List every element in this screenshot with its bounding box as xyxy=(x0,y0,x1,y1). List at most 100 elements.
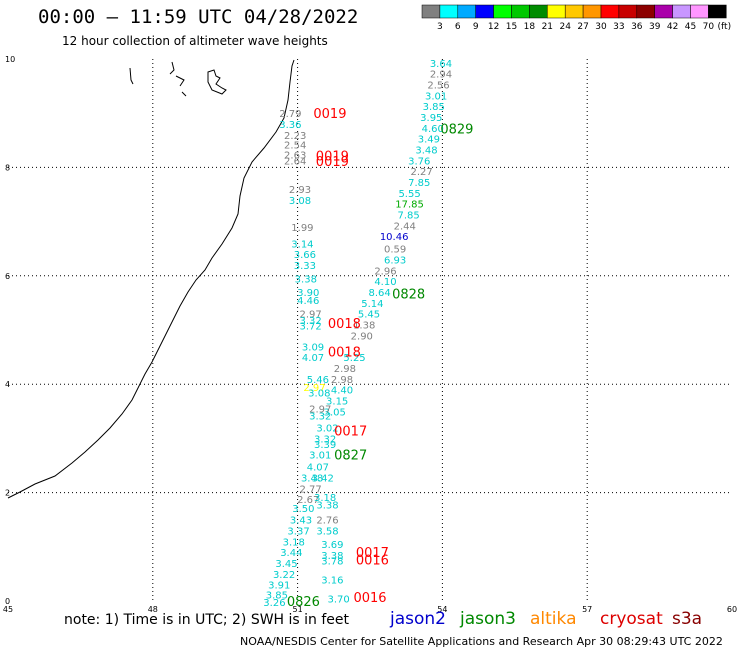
wave-height-value: 3.33 xyxy=(294,261,316,272)
legend-item-jason2: jason2 xyxy=(390,609,446,629)
wave-height-value: 3.18 xyxy=(283,537,305,548)
color-scale-label: 15 xyxy=(506,22,517,32)
color-swatch xyxy=(529,4,548,19)
wave-height-value: 5.25 xyxy=(343,353,365,364)
island-path xyxy=(169,61,187,97)
pass-time-label: 0019 xyxy=(316,155,349,170)
wave-height-value: 5.45 xyxy=(358,310,380,321)
wave-height-value: 2.97 xyxy=(299,310,321,321)
wave-height-value: 3.43 xyxy=(290,516,312,527)
wave-height-value: 2.56 xyxy=(427,80,449,91)
wave-height-value: 2.67 xyxy=(297,495,319,506)
pass-time-label: 0826 xyxy=(287,595,320,610)
wave-height-value: 3.09 xyxy=(302,342,324,353)
wave-height-value: 7.85 xyxy=(408,178,430,189)
longitude-tick-label: 45 xyxy=(3,605,13,614)
color-swatch xyxy=(493,4,512,19)
wave-height-value: 3.85 xyxy=(423,102,445,113)
latitude-tick-label: 6 xyxy=(5,272,10,281)
color-swatch xyxy=(421,4,441,19)
wave-height-values: 3.642.942.563.013.853.954.603.493.483.76… xyxy=(263,59,452,609)
pass-time-label: 0019 xyxy=(316,149,349,164)
wave-height-value: 3.18 xyxy=(314,493,336,504)
color-scale-label: 27 xyxy=(577,22,588,32)
wave-height-value: 3.85 xyxy=(266,590,288,601)
pass-time-label: 0828 xyxy=(392,288,425,303)
color-scale-label: 24 xyxy=(559,22,571,32)
color-scale-label: 33 xyxy=(613,22,624,32)
color-swatch xyxy=(636,4,655,19)
wave-height-value: 2.64 xyxy=(284,156,306,167)
wave-height-value: 3.02 xyxy=(316,424,338,435)
color-scale-label: 3 xyxy=(437,22,443,32)
wave-height-value: 3.37 xyxy=(287,527,309,538)
wave-height-value: 2.23 xyxy=(284,131,306,142)
color-swatch xyxy=(708,4,727,19)
wave-height-value: 3.64 xyxy=(430,59,452,70)
wave-height-value: 2.76 xyxy=(316,516,338,527)
wave-height-value: 7.85 xyxy=(397,211,419,222)
color-scale-label: 45 xyxy=(685,22,696,32)
wave-height-value: 3.16 xyxy=(321,575,343,586)
wave-height-value: 2.90 xyxy=(351,331,373,342)
latitude-tick-label: 4 xyxy=(5,380,10,389)
color-scale-label: 18 xyxy=(524,22,536,32)
pass-time-label: 0017 xyxy=(356,546,389,561)
island-path xyxy=(207,69,227,95)
color-scale-unit: (ft) xyxy=(718,22,732,32)
color-scale-bar: 3 6 9 12 15 18 21 24 27 30 33 36 39 42 45 70 (ft) xyxy=(421,4,732,32)
wave-height-value: 3.32 xyxy=(299,316,321,327)
wave-height-value: 3.32 xyxy=(309,412,331,423)
wave-height-value: 6.93 xyxy=(384,256,406,267)
wave-height-value: 3.38 xyxy=(295,275,317,286)
coastline xyxy=(7,59,295,499)
color-scale-label: 39 xyxy=(649,22,661,32)
wave-height-value: 2.44 xyxy=(394,221,416,232)
wave-height-value: 3.69 xyxy=(321,540,343,551)
color-scale-label: 70 xyxy=(703,22,715,32)
wave-height-value: 3.44 xyxy=(280,548,302,559)
island-path xyxy=(129,67,134,85)
wave-height-value: 3.78 xyxy=(321,556,343,567)
longitude-tick-label: 54 xyxy=(437,605,447,614)
legend-item-jason3: jason3 xyxy=(460,609,516,629)
color-scale-label: 36 xyxy=(631,22,643,32)
color-scale-label: 42 xyxy=(667,22,678,32)
legend-item-s3a: s3a xyxy=(672,609,703,629)
wave-height-value: 3.45 xyxy=(275,559,297,570)
wave-height-value: 3.08 xyxy=(289,196,311,207)
wave-height-value: 2.77 xyxy=(299,484,321,495)
pass-time-labels: 0019001900190829082800180018001708270017… xyxy=(287,107,474,610)
color-swatch xyxy=(439,4,459,19)
wave-height-value: 2.96 xyxy=(374,266,396,277)
color-scale-label: 12 xyxy=(488,22,499,32)
wave-height-value: 3.91 xyxy=(268,581,290,592)
wave-height-value: 3.15 xyxy=(326,396,348,407)
pass-time-label: 0017 xyxy=(334,424,367,439)
wave-height-value: 3.22 xyxy=(273,570,295,581)
wave-height-value: 3.14 xyxy=(291,239,313,250)
wave-height-value: 3.49 xyxy=(418,135,440,146)
wave-height-value: 3.38 xyxy=(321,551,343,562)
wave-height-value: 3.70 xyxy=(327,594,349,605)
wave-height-value: 2.93 xyxy=(289,185,311,196)
pass-time-label: 0018 xyxy=(328,317,361,332)
wave-height-value: 2.79 xyxy=(279,109,301,120)
color-swatch xyxy=(582,4,602,19)
wave-height-value: 5.46 xyxy=(307,375,329,386)
wave-height-value: 3.39 xyxy=(314,440,336,451)
wave-height-value: 2.63 xyxy=(284,150,306,161)
longitude-tick-label: 48 xyxy=(148,605,158,614)
color-swatch xyxy=(654,4,673,19)
wave-height-value: 2.97 xyxy=(309,405,331,416)
page-title: 00:00 – 11:59 UTC 04/28/2022 xyxy=(38,6,359,28)
wave-height-value: 3.72 xyxy=(299,322,321,333)
wave-height-value: 2.94 xyxy=(430,70,452,81)
latitude-tick-label: 8 xyxy=(5,163,10,172)
wave-height-value: 10.46 xyxy=(380,232,409,243)
wave-height-value: 3.26 xyxy=(263,598,285,609)
wave-height-value: 3.36 xyxy=(279,120,301,131)
wave-height-value: 3.01 xyxy=(425,91,447,102)
wave-height-value: 2.27 xyxy=(411,167,433,178)
